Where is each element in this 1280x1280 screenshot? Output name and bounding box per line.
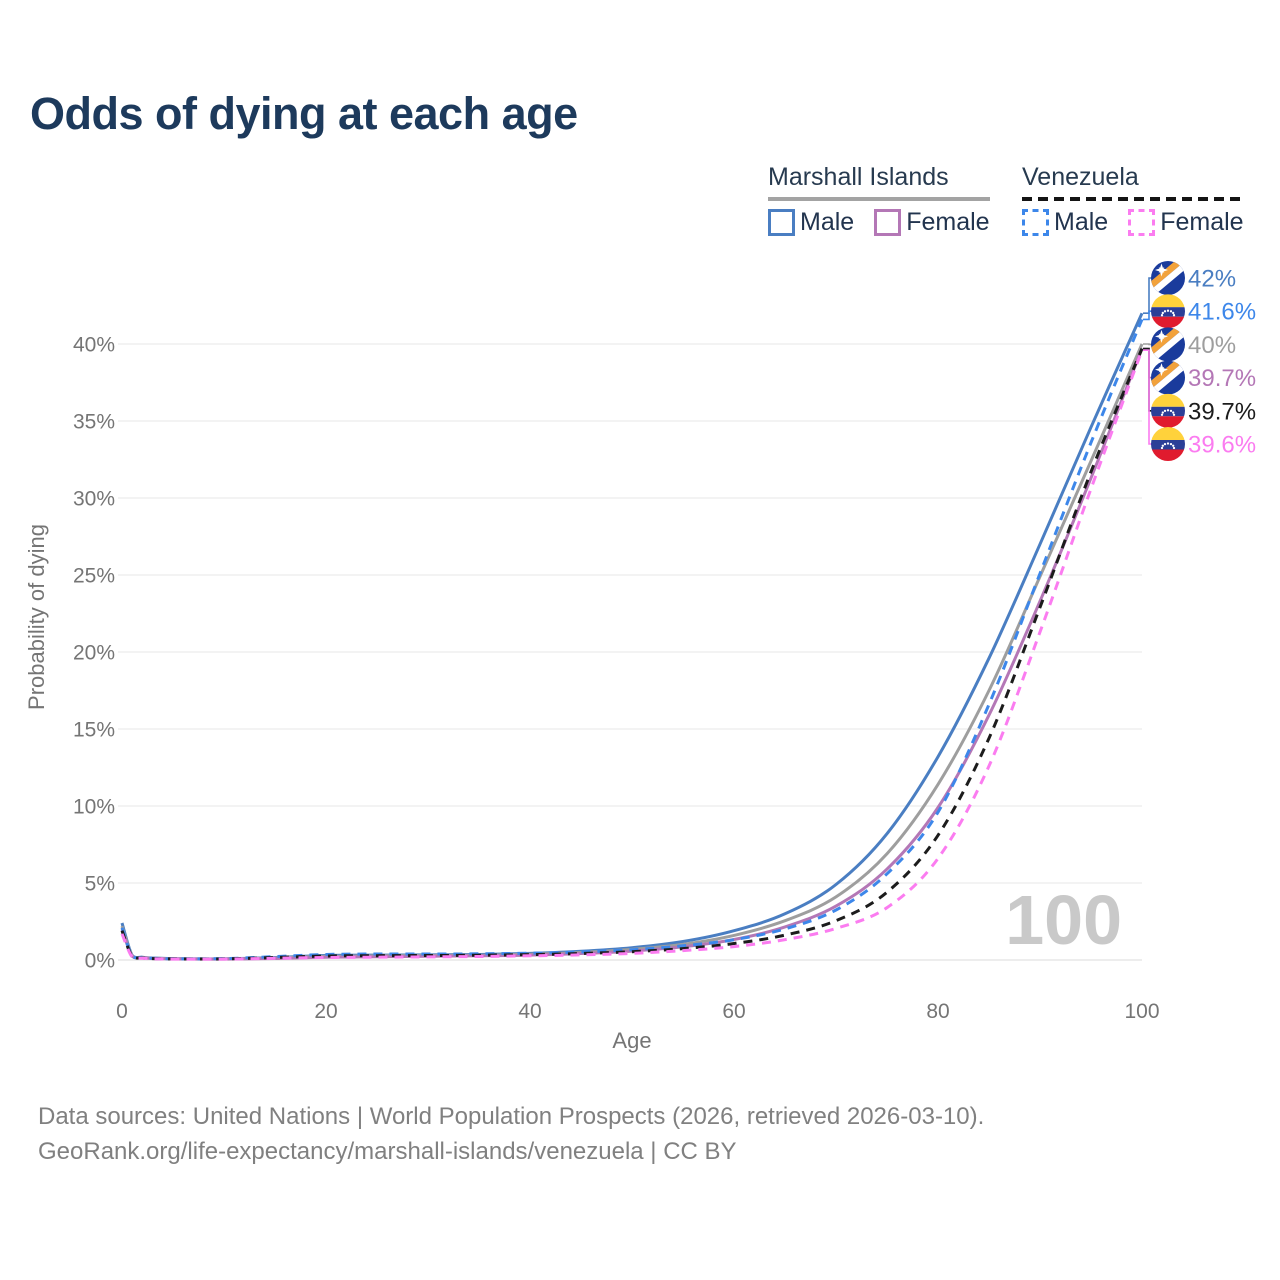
end-label-value: 41.6% [1188,299,1256,326]
y-axis-title: Probability of dying [24,524,49,710]
end-label-value: 42% [1188,266,1236,293]
venezuela-flag-icon [1151,294,1185,329]
chart-watermark: 100 [1005,881,1122,959]
venezuela-flag-icon [1151,393,1185,428]
y-tick-label: 20% [73,642,115,665]
marshall-islands-flag-icon [1151,261,1185,295]
end-label-value: 39.6% [1188,432,1256,459]
legend-item-label: Male [800,208,855,236]
x-tick-label: 100 [1124,1000,1159,1023]
y-tick-label: 35% [73,411,115,434]
y-tick-label: 40% [73,334,115,357]
legend-item-label: Female [906,208,990,236]
legend-swatch [768,209,795,236]
legend-item-label: Male [1054,208,1109,236]
legend-item-venezuela-male[interactable]: Male [1022,209,1108,236]
series-line-venezuela-female [120,349,1144,961]
legend-line-style-sample [1022,197,1244,201]
marshall-islands-flag-icon [1151,327,1185,362]
legend-items-row: Male Female [1022,209,1244,236]
y-tick-label: 25% [73,565,115,588]
end-label-value: 40% [1188,332,1236,359]
x-tick-label: 0 [116,1000,128,1023]
attribution-line: GeoRank.org/life-expectancy/marshall-isl… [38,1138,737,1165]
legend-swatch [1128,209,1156,236]
legend-swatch [1022,209,1049,236]
footer: Data sources: United Nations | World Pop… [38,1099,984,1169]
end-label-value: 39.7% [1188,398,1256,425]
legend-country-label: Venezuela [1022,163,1139,191]
legend-group-venezuela: Venezuela Male Female [1022,163,1244,236]
legend-item-label: Female [1160,208,1244,236]
x-tick-label: 80 [926,1000,949,1023]
x-tick-label: 40 [518,1000,541,1023]
x-tick-label: 20 [314,1000,337,1023]
venezuela-flag-icon [1151,427,1185,461]
y-tick-label: 5% [85,873,115,896]
legend-group-marshall-islands: Marshall Islands Male Female [768,163,990,236]
end-label-leader [1143,347,1153,379]
y-tick-label: 0% [85,950,115,973]
series-line-marshall-islands-male [120,312,1144,961]
y-tick-label: 15% [73,719,115,742]
x-axis-title: Age [612,1028,651,1053]
x-tick-label: 60 [722,1000,745,1023]
y-tick-label: 30% [73,488,115,511]
legend-line-style-sample [768,197,990,201]
legend-item-venezuela-female[interactable]: Female [1128,208,1244,236]
data-sources-line: Data sources: United Nations | World Pop… [38,1103,985,1130]
series-line-venezuela-male [120,318,1144,961]
y-tick-label: 10% [73,796,115,819]
legend-country-label: Marshall Islands [768,163,949,191]
page-title: Odds of dying at each age [30,88,578,139]
legend-items-row: Male Female [768,209,990,236]
series-line-venezuela-both-sexes [120,348,1144,961]
legend-item-marshall-islands-male[interactable]: Male [768,209,854,236]
legend-swatch [874,209,902,236]
end-label-leader [1143,349,1153,445]
legend-item-marshall-islands-female[interactable]: Female [874,208,990,236]
end-label-value: 39.7% [1188,365,1256,392]
marshall-islands-flag-icon [1151,360,1185,395]
series-line-marshall-islands-female [120,348,1144,961]
